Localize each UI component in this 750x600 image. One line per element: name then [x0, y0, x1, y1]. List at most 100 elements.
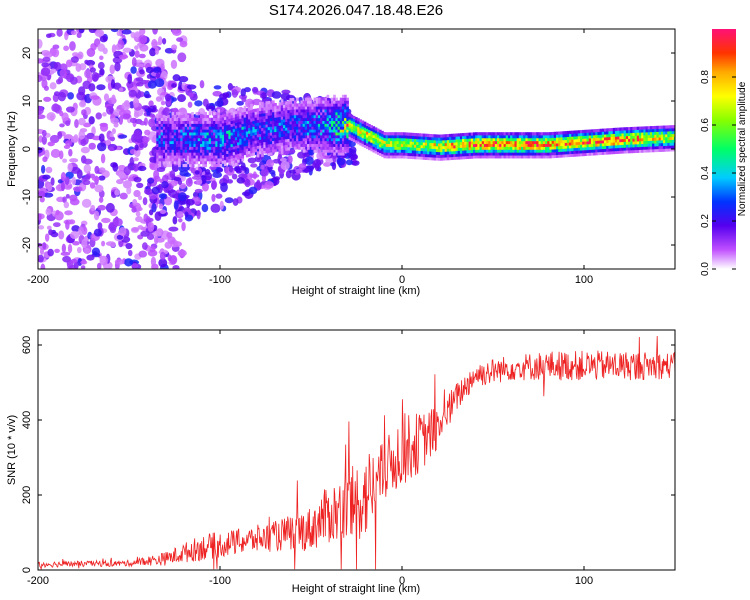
spectrogram-noise-blob	[65, 140, 73, 147]
spectrogram-ridge-cell	[322, 117, 325, 121]
spectrogram-noise-blob	[80, 260, 88, 265]
spectrogram-ridge-cell	[313, 97, 317, 101]
spectrogram-noise-blob	[249, 173, 260, 179]
spectrogram-noise-blob	[281, 89, 291, 95]
spectrogram-ridge-cell	[396, 135, 400, 139]
spectrogram-ridge-cell	[252, 152, 255, 156]
spectrogram-ridge-cell	[272, 126, 275, 130]
spectrogram-ridge-cell	[162, 149, 166, 153]
spectrogram-ridge-cell	[494, 137, 498, 142]
spectrogram-ridge-cell	[173, 120, 177, 124]
spectrogram-ridge-cell	[250, 150, 253, 154]
spectrogram-ridge-cell	[510, 155, 513, 159]
spectrogram-ridge-cell	[197, 143, 201, 147]
spectrogram-ridge-cell	[486, 152, 489, 156]
spectrogram-ridge-cell	[662, 137, 666, 141]
spectrogram-noise-blob	[40, 67, 51, 76]
spectrogram-ridge-cell	[193, 158, 197, 162]
spectrogram-ridge-cell	[178, 143, 181, 147]
spectrogram-ridge-cell	[352, 121, 356, 125]
spectrogram-ridge-cell	[579, 153, 583, 157]
spectrogram-ridge-cell	[407, 152, 411, 156]
spectrogram-ridge-cell	[645, 132, 649, 136]
spectrogram-ridge-cell	[514, 132, 518, 136]
spectrogram-ridge-cell	[171, 126, 175, 130]
spectrogram-ridge-cell	[503, 152, 507, 156]
spectrogram-ridge-cell	[431, 151, 435, 155]
spectrogram-ridge-cell	[282, 136, 286, 140]
spectrogram-ridge-cell	[274, 140, 277, 144]
spectrogram-ridge-cell	[274, 120, 277, 124]
spectrogram-ridge-cell	[184, 117, 188, 121]
spectrogram-ridge-cell	[383, 146, 387, 150]
spectrogram-ridge-cell	[579, 135, 583, 140]
spectrogram-ridge-cell	[156, 120, 159, 124]
spectrogram-ridge-cell	[579, 150, 583, 154]
spectrogram-ridge-cell	[265, 130, 269, 134]
spectrogram-ridge-cell	[466, 138, 470, 142]
spectrogram-ridge-cell	[237, 121, 240, 126]
spectrogram-ridge-cell	[289, 106, 293, 110]
spectrogram-ridge-cell	[169, 120, 173, 124]
spectrogram-ridge-cell	[287, 147, 290, 151]
spectrogram-ridge-cell	[180, 129, 183, 133]
spectrogram-ridge-cell	[420, 133, 424, 137]
spectrogram-ridge-cell	[636, 141, 640, 145]
spectrogram-ridge-cell	[512, 137, 515, 142]
spectrogram-ridge-cell	[442, 137, 446, 141]
spectrogram-ridge-cell	[403, 146, 406, 150]
spectrogram-noise-blob	[167, 254, 172, 262]
spectrogram-noise-blob	[298, 163, 307, 171]
spectrogram-ridge-cell	[158, 129, 162, 133]
spectrogram-noise-blob	[178, 76, 189, 83]
spectrogram-noise-blob	[156, 167, 166, 173]
spectrogram-ridge-cell	[429, 148, 432, 152]
spectrogram-ridge-cell	[250, 118, 253, 122]
spectrogram-ridge-cell	[431, 142, 435, 146]
spectrogram-ridge-cell	[219, 126, 223, 130]
spectrogram-ridge-cell	[158, 132, 162, 136]
spectrogram-noise-blob	[39, 196, 45, 203]
spectrogram-ridge-cell	[306, 114, 310, 119]
spectrogram-ridge-cell	[429, 151, 432, 155]
spectrogram-ridge-cell	[254, 123, 258, 127]
spectrogram-noise-blob	[173, 200, 179, 210]
spectrogram-ridge-cell	[341, 112, 345, 116]
spectrogram-ridge-cell	[293, 109, 297, 113]
spectrogram-ridge-cell	[363, 127, 367, 131]
spectrogram-noise-blob	[256, 179, 261, 190]
spectrogram-noise-blob	[266, 159, 275, 168]
spectrogram-noise-blob	[59, 123, 65, 128]
spectrogram-ridge-cell	[180, 120, 183, 124]
spectrogram-noise-blob	[76, 91, 86, 101]
spectrogram-ridge-cell	[547, 137, 550, 142]
spectrogram-noise-blob	[101, 217, 111, 224]
spectrogram-ridge-cell	[344, 117, 347, 121]
spectrogram-ridge-cell	[269, 109, 273, 113]
spectrogram-ridge-cell	[400, 137, 404, 142]
spectrogram-ridge-cell	[540, 135, 544, 139]
spectrogram-ridge-cell	[278, 136, 282, 141]
spectrogram-ridge-cell	[208, 132, 212, 136]
spectrogram-ridge-cell	[370, 142, 373, 146]
spectrogram-ridge-cell	[409, 152, 413, 157]
spectrogram-ridge-cell	[182, 117, 186, 121]
spectrogram-ridge-cell	[599, 131, 603, 135]
spectrogram-ridge-cell	[483, 149, 487, 153]
spectrogram-ridge-cell	[234, 131, 238, 135]
spectrogram-noise-blob	[240, 162, 246, 171]
spectrogram-ridge-cell	[527, 137, 531, 142]
spectrogram-ridge-cell	[368, 144, 371, 148]
spectrogram-ridge-cell	[606, 136, 609, 141]
spectrogram-ridge-cell	[400, 135, 404, 139]
spectrogram-ridge-cell	[173, 143, 177, 147]
spectrogram-ridge-cell	[202, 146, 205, 150]
spectrogram-ridge-cell	[418, 156, 421, 160]
spectrogram-ridge-cell	[256, 128, 260, 132]
spectrogram-ridge-cell	[531, 143, 535, 147]
spectrogram-ridge-cell	[462, 150, 465, 154]
spectrogram-ridge-cell	[527, 132, 531, 136]
spectrogram-ridge-cell	[534, 135, 537, 139]
spectrogram-ridge-cell	[162, 140, 166, 145]
spectrogram-ridge-cell	[258, 116, 262, 120]
